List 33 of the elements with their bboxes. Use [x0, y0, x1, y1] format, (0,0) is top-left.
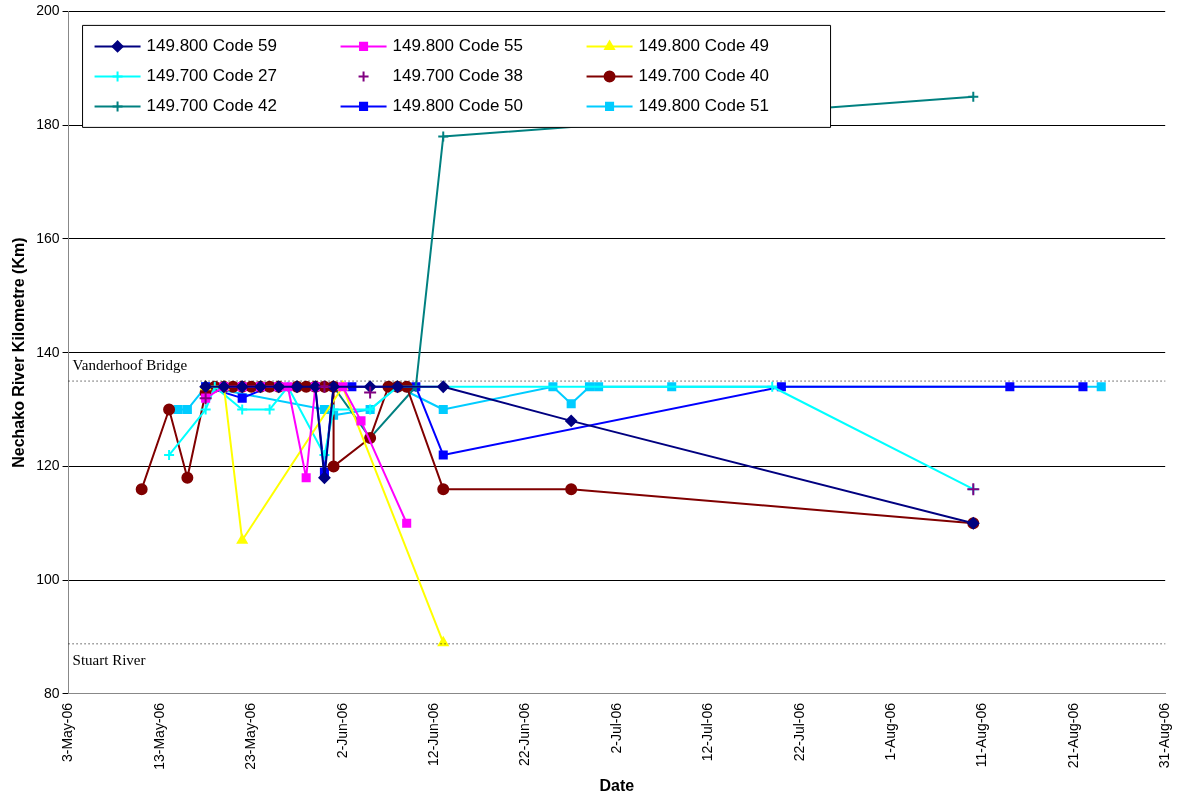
- y-tick-label: 80: [43, 684, 60, 701]
- y-tick-label: 140: [36, 343, 60, 360]
- y-axis-title: Nechako River Kilometre (Km): [10, 237, 28, 468]
- x-tick-label: 13-May-06: [150, 702, 167, 770]
- legend-label: 149.800 Code 50: [392, 96, 524, 116]
- y-tick-label: 160: [36, 229, 60, 246]
- x-tick-label: 12-Jul-06: [699, 702, 716, 762]
- x-axis-title: Date: [599, 776, 635, 794]
- x-tick-label: 22-Jun-06: [516, 702, 533, 766]
- x-tick-label: 1-Aug-06: [881, 702, 898, 761]
- legend-label: 149.800 Code 55: [392, 36, 524, 56]
- legend-label: 149.700 Code 40: [638, 66, 770, 86]
- x-tick-label: 2-Jun-06: [333, 702, 350, 759]
- legend-label: 149.800 Code 59: [146, 36, 278, 56]
- legend-label: 149.700 Code 27: [146, 66, 278, 86]
- y-tick-label: 180: [36, 116, 60, 133]
- ref-line-label: Stuart River: [72, 652, 146, 669]
- x-tick-label: 2-Jul-06: [607, 702, 624, 754]
- legend-label: 149.800 Code 49: [638, 36, 770, 56]
- x-tick-label: 3-May-06: [59, 702, 76, 763]
- legend-label: 149.700 Code 38: [392, 66, 524, 86]
- x-tick-label: 31-Aug-06: [1156, 702, 1173, 769]
- legend-label: 149.700 Code 42: [146, 96, 278, 116]
- y-tick-label: 120: [36, 457, 60, 474]
- x-tick-label: 11-Aug-06: [973, 702, 990, 768]
- x-tick-label: 21-Aug-06: [1064, 702, 1081, 769]
- x-tick-label: 12-Jun-06: [424, 702, 441, 766]
- legend-label: 149.800 Code 51: [638, 96, 770, 116]
- x-tick-label: 22-Jul-06: [790, 702, 807, 762]
- y-tick-label: 100: [36, 571, 60, 587]
- ref-line-label: Vanderhoof Bridge: [72, 356, 188, 373]
- x-tick-label: 23-May-06: [242, 702, 259, 770]
- y-tick-label: 200: [36, 2, 60, 19]
